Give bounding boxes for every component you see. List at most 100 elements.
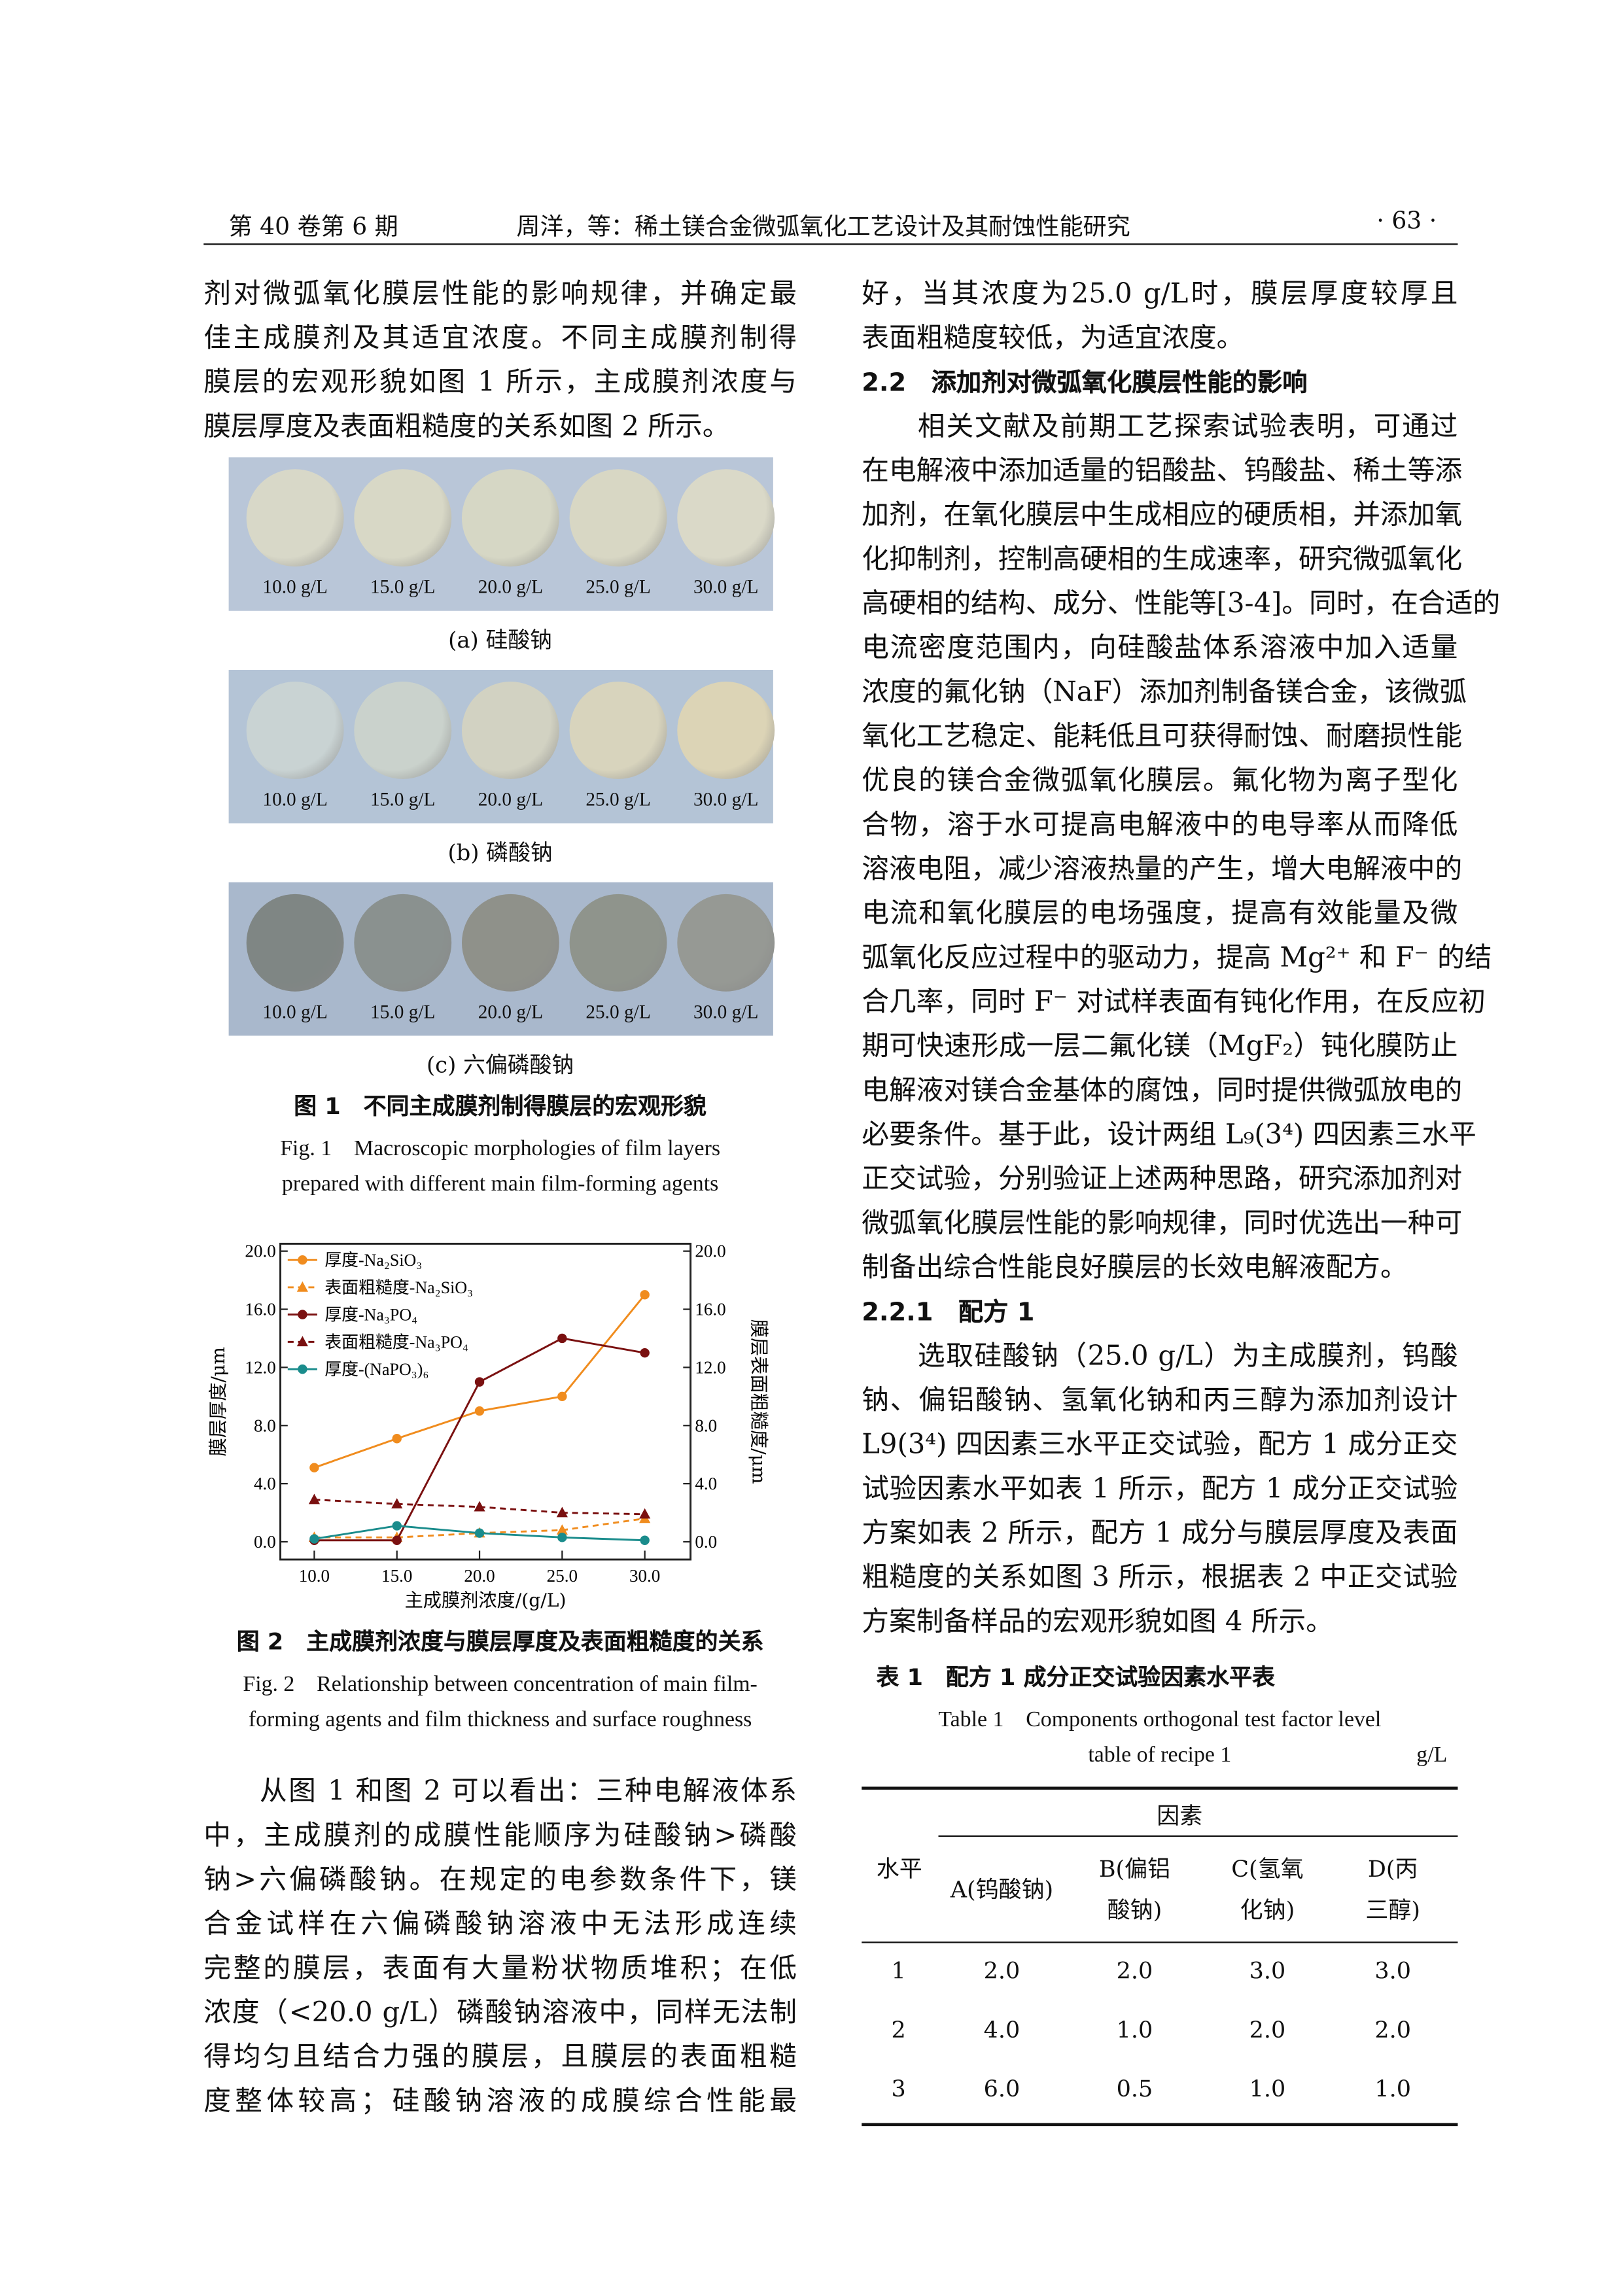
sample-disc-photo xyxy=(246,469,344,567)
column-header: 化钠) xyxy=(1240,1897,1295,1924)
legend-label: 表面粗糙度-Na₃PO₄ xyxy=(324,1332,468,1351)
y2-tick-label: 20.0 xyxy=(695,1242,725,1261)
sample-label: 20.0 g/L xyxy=(478,788,544,810)
legend-marker xyxy=(296,1281,308,1292)
sample-disc-photo xyxy=(677,469,775,567)
text-line: 正交试验，分别验证上述两种思路，研究添加剂对 xyxy=(862,1164,1463,1195)
text-line: 钠、偏铝酸钠、氢氧化钠和丙三醇为添加剂设计 xyxy=(862,1385,1458,1417)
table-cell: 1.0 xyxy=(1374,2076,1411,2103)
text-line: 中，主成膜剂的成膜性能顺序为硅酸钠>磷酸 xyxy=(203,1820,797,1852)
column-header: C(氢氧 xyxy=(1231,1856,1304,1883)
photo-panel: 10.0 g/L 15.0 g/L 20.0 g/L 25.0 g/L 30.0 g/L xyxy=(228,669,775,824)
x-tick-label: 15.0 xyxy=(381,1566,412,1586)
text-line: 优良的镁合金微弧氧化膜层。氟化物为离子型化 xyxy=(862,765,1458,797)
y2-tick-label: 8.0 xyxy=(695,1416,717,1435)
legend-marker xyxy=(296,1336,308,1347)
text-line: 完整的膜层，表面有大量粉状物质堆积；在低 xyxy=(203,1953,797,1985)
text-line: 合几率，同时 F⁻ 对试样表面有钝化作用，在反应初 xyxy=(862,986,1486,1018)
y-tick-label: 0.0 xyxy=(254,1532,276,1552)
column-header: 酸钠) xyxy=(1107,1897,1162,1924)
x-tick-label: 30.0 xyxy=(629,1566,660,1586)
sample-label: 10.0 g/L xyxy=(262,575,328,598)
data-point xyxy=(309,1534,319,1544)
data-point xyxy=(391,1498,403,1509)
text-line: 得均匀且结合力强的膜层，且膜层的表面粗糙 xyxy=(203,2042,797,2073)
text-line: 加剂，在氧化膜层中生成相应的硬质相，并添加氧 xyxy=(862,500,1463,531)
y2-tick-label: 4.0 xyxy=(695,1474,717,1493)
sample-label: 15.0 g/L xyxy=(370,575,436,598)
x-tick-label: 10.0 xyxy=(299,1566,330,1586)
fig2-caption-en-2: forming agents and film thickness and su… xyxy=(248,1708,752,1732)
data-point xyxy=(557,1533,567,1542)
table-cell: 2.0 xyxy=(983,1958,1021,1985)
data-point xyxy=(309,1463,319,1472)
sample-disc-photo xyxy=(354,469,452,567)
sample-disc-photo xyxy=(246,682,344,779)
photo-panel: 10.0 g/L 15.0 g/L 20.0 g/L 25.0 g/L 30.0 g/L xyxy=(228,882,775,1036)
text-line: 电流密度范围内，向硅酸盐体系溶液中加入适量 xyxy=(862,633,1458,664)
fig2-caption-en-1: Fig. 2 Relationship between concentratio… xyxy=(243,1673,758,1697)
data-point xyxy=(474,1377,485,1387)
sample-label: 30.0 g/L xyxy=(693,1000,759,1023)
column-header: B(偏铝 xyxy=(1098,1856,1171,1883)
level-header: 水平 xyxy=(876,1856,922,1883)
y2-tick-label: 0.0 xyxy=(695,1532,717,1552)
sample-disc-photo xyxy=(354,894,452,992)
sample-disc-photo xyxy=(461,894,559,992)
legend-label: 厚度-Na₂SiO₃ xyxy=(324,1251,422,1270)
legend-label: 表面粗糙度-Na₂SiO₃ xyxy=(324,1278,473,1297)
sample-label: 15.0 g/L xyxy=(370,788,436,810)
data-point xyxy=(308,1493,320,1505)
fig1-caption-en-1: Fig. 1 Macroscopic morphologies of film … xyxy=(280,1137,721,1162)
x-tick-label: 20.0 xyxy=(464,1566,495,1586)
group-header: 因素 xyxy=(1157,1803,1203,1830)
data-point xyxy=(392,1521,402,1531)
header-title: 周洋，等：稀土镁合金微弧氧化工艺设计及其耐蚀性能研究 xyxy=(516,212,1130,241)
text-line: 钠>六偏磷酸钠。在规定的电参数条件下，镁 xyxy=(203,1864,797,1896)
fig1-caption-en-2: prepared with different main film-formin… xyxy=(281,1173,719,1197)
table-1: 因素 水平 A(钨酸钠) B(偏铝 酸钠) C(氢氧 化钠) D(丙 三醇) 1 2.0 2.0… xyxy=(862,1786,1458,2127)
table-cell: 4.0 xyxy=(983,2017,1021,2044)
text-line: 方案如表 2 所示，配方 1 成分与膜层厚度及表面 xyxy=(862,1518,1458,1550)
text-line: 高硬相的结构、成分、性能等[3-4]。同时，在合适的 xyxy=(862,588,1501,620)
sample-disc-photo xyxy=(461,469,559,567)
sample-label: 20.0 g/L xyxy=(478,1000,544,1023)
text-line: L9(3⁴) 四因素三水平正交试验，配方 1 成分正交 xyxy=(862,1429,1458,1461)
left-column-top-text: 剂对微弧氧化膜层性能的影响规律，并确定最 佳主成膜剂及其适宜浓度。不同主成膜剂制得… xyxy=(203,273,797,450)
y2-tick-label: 12.0 xyxy=(695,1357,725,1377)
text-line: 化抑制剂，控制高硬相的生成速率，研究微弧氧化 xyxy=(862,544,1463,576)
data-point xyxy=(392,1434,402,1444)
data-point xyxy=(474,1406,485,1416)
text-line: 制备出综合性能良好膜层的长效电解液配方。 xyxy=(862,1252,1408,1284)
legend-label: 厚度-Na₃PO₄ xyxy=(324,1306,417,1325)
sample-disc-photo xyxy=(569,682,667,779)
panel-caption: (a) 硅酸钠 xyxy=(448,627,553,654)
table1-title-en-1: Table 1 Components orthogonal test facto… xyxy=(938,1708,1382,1732)
text-line: 相关文献及前期工艺探索试验表明，可通过 xyxy=(917,411,1458,443)
sample-label: 10.0 g/L xyxy=(262,788,328,810)
text-line: 膜层厚度及表面粗糙度的关系如图 2 所示。 xyxy=(203,411,730,443)
table-cell: 0.5 xyxy=(1116,2076,1153,2103)
sample-label: 15.0 g/L xyxy=(370,1000,436,1023)
data-point xyxy=(640,1348,650,1358)
y2-axis-label: 膜层表面粗糙度/μm xyxy=(748,1319,769,1484)
sample-label: 30.0 g/L xyxy=(693,575,759,598)
table-cell: 3.0 xyxy=(1249,1958,1286,1985)
sample-disc-photo xyxy=(569,894,667,992)
text-line: 浓度（<20.0 g/L）磷酸钠溶液中，同样无法制 xyxy=(203,1997,797,2029)
table-cell: 2.0 xyxy=(1374,2017,1411,2044)
text-line: 2.2 添加剂对微弧氧化膜层性能的影响 xyxy=(862,368,1308,398)
legend-marker xyxy=(298,1310,307,1319)
sample-label: 25.0 g/L xyxy=(585,788,651,810)
text-line: 期可快速形成一层二氟化镁（MgF₂）钝化膜防止 xyxy=(862,1031,1458,1062)
table-cell: 1.0 xyxy=(1249,2076,1286,2103)
table1-title-cn: 表 1 配方 1 成分正交试验因素水平表 xyxy=(876,1664,1276,1691)
text-line: 浓度的氟化钠（NaF）添加剂制备镁合金，该微弧 xyxy=(862,677,1467,708)
data-point xyxy=(392,1535,402,1545)
table-cell: 3.0 xyxy=(1374,1958,1411,1985)
text-line: 方案制备样品的宏观形貌如图 4 所示。 xyxy=(862,1607,1333,1638)
text-line: 弧氧化反应过程中的驱动力，提高 Mg²⁺ 和 F⁻ 的结 xyxy=(862,943,1492,974)
y2-tick-label: 16.0 xyxy=(695,1300,725,1319)
y-tick-label: 4.0 xyxy=(254,1474,276,1493)
left-column-bottom-text: 从图 1 和图 2 可以看出：三种电解液体系 中，主成膜剂的成膜性能顺序为硅酸钠>… xyxy=(203,1771,797,2125)
